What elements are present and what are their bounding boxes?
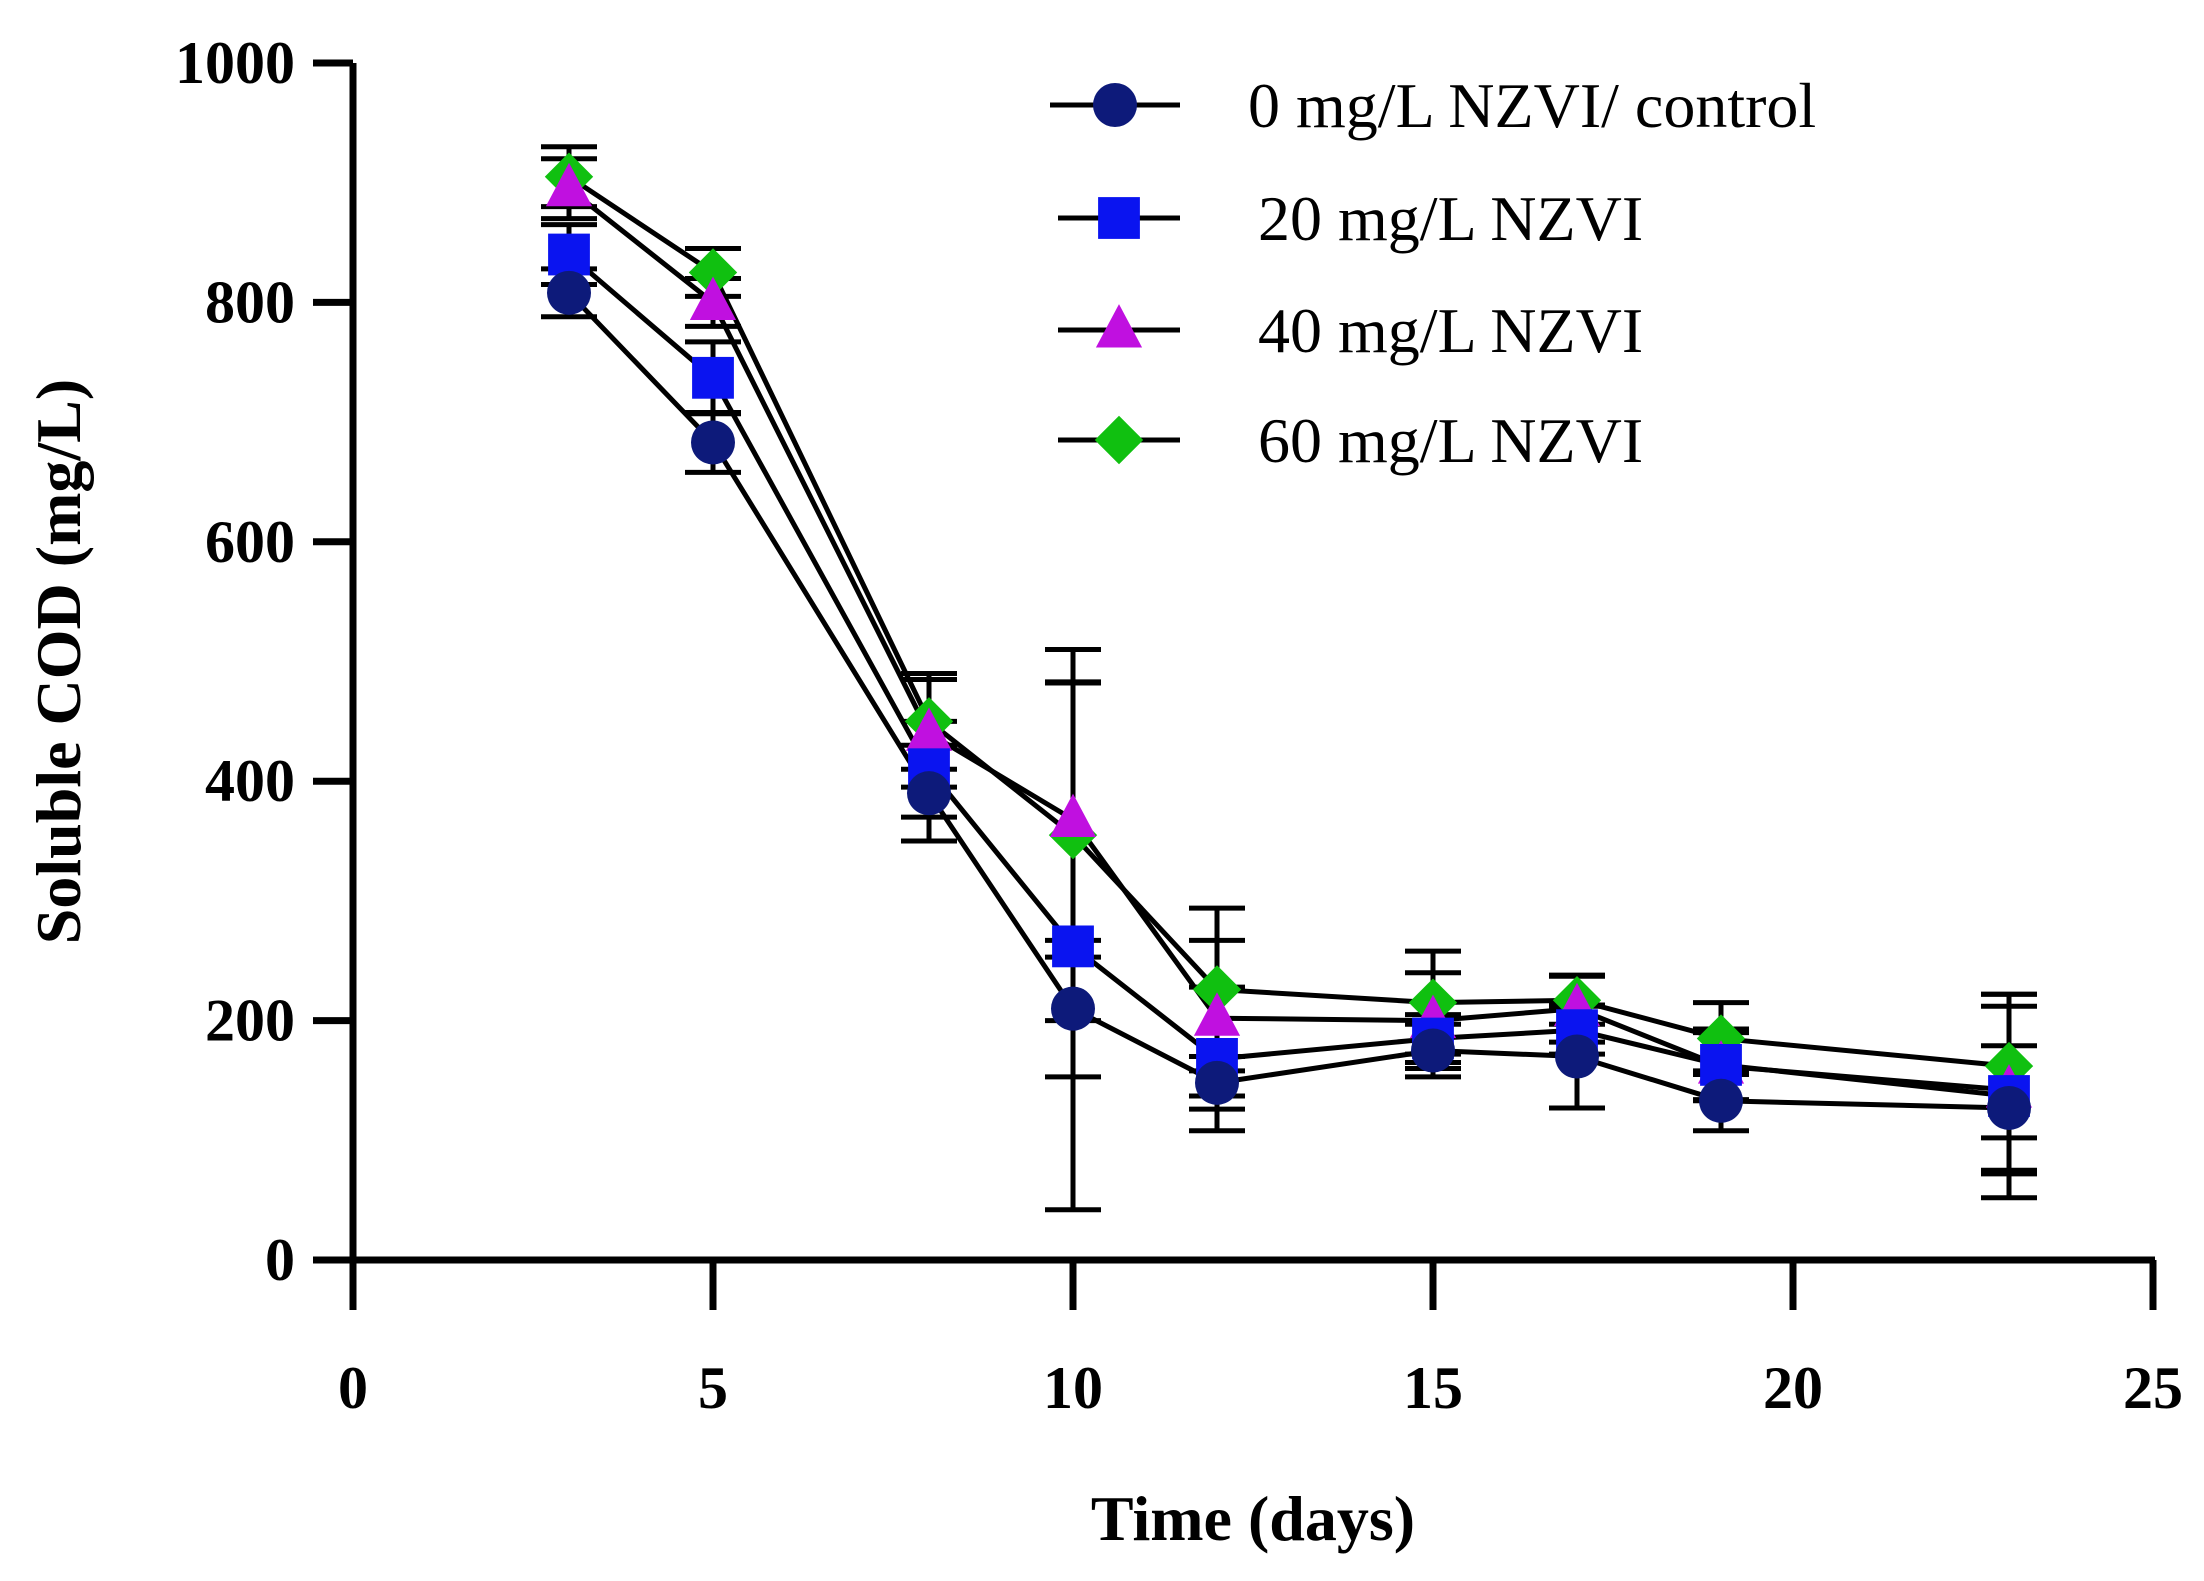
y-axis-title: Soluble COD (mg/L) bbox=[23, 379, 94, 944]
legend: 0 mg/L NZVI/ control 20 mg/L NZVI 40 mg/L … bbox=[1050, 70, 1816, 476]
series-3-point bbox=[1192, 965, 1242, 1014]
x-axis-title: Time (days) bbox=[1091, 1483, 1415, 1554]
legend-marker bbox=[1093, 83, 1137, 127]
legend-label: 60 mg/L NZVI bbox=[1258, 405, 1643, 476]
legend-entry-3: 60 mg/L NZVI bbox=[1058, 405, 1643, 476]
legend-entry-0: 0 mg/L NZVI/ control bbox=[1050, 70, 1816, 141]
series-1-point bbox=[692, 356, 734, 399]
x-tick-label: 10 bbox=[1043, 1355, 1103, 1421]
legend-marker bbox=[1094, 415, 1144, 465]
x-tick-label: 20 bbox=[1763, 1355, 1823, 1421]
series-2-point bbox=[1049, 793, 1097, 838]
series-1-point bbox=[548, 233, 590, 276]
series-0-point bbox=[1195, 1060, 1239, 1105]
legend-label: 40 mg/L NZVI bbox=[1258, 295, 1643, 366]
legend-label: 0 mg/L NZVI/ control bbox=[1248, 70, 1816, 141]
series-0-point bbox=[691, 420, 735, 465]
series-0-point bbox=[547, 270, 591, 315]
series-1-line bbox=[567, 252, 2010, 1099]
x-tick-label: 15 bbox=[1403, 1355, 1463, 1421]
series-markers bbox=[544, 152, 2034, 1130]
series-2-point bbox=[1193, 992, 1241, 1036]
series-0-point bbox=[1699, 1078, 1743, 1123]
series-0-point bbox=[1987, 1085, 2031, 1130]
y-tick-label: 0 bbox=[265, 1227, 295, 1293]
series-3-point bbox=[688, 248, 738, 297]
y-tick-label: 800 bbox=[205, 269, 295, 335]
series-0-point bbox=[1051, 986, 1095, 1031]
x-tick-label: 0 bbox=[338, 1355, 368, 1421]
y-tick-label: 400 bbox=[205, 748, 295, 814]
series-1-point bbox=[1052, 925, 1094, 968]
x-tick-label: 25 bbox=[2123, 1355, 2183, 1421]
x-tick-label: 5 bbox=[698, 1355, 728, 1421]
series-0-point bbox=[1555, 1034, 1599, 1079]
legend-marker bbox=[1098, 197, 1140, 239]
legend-entry-1: 20 mg/L NZVI bbox=[1058, 183, 1643, 254]
legend-label: 20 mg/L NZVI bbox=[1258, 183, 1643, 254]
axes: 0 5 10 15 20 25 0 200 400 600 800 1000 bbox=[175, 30, 2183, 1421]
series-0-point bbox=[907, 771, 951, 816]
series-2-point bbox=[905, 707, 953, 751]
legend-entry-2: 40 mg/L NZVI bbox=[1058, 295, 1643, 366]
series-0-point bbox=[1411, 1028, 1455, 1073]
series-2-point bbox=[689, 276, 737, 320]
y-tick-label: 600 bbox=[205, 509, 295, 575]
series-2-point bbox=[545, 162, 593, 207]
y-tick-label: 1000 bbox=[175, 30, 295, 96]
y-tick-label: 200 bbox=[205, 988, 295, 1054]
legend-marker bbox=[1095, 304, 1143, 348]
